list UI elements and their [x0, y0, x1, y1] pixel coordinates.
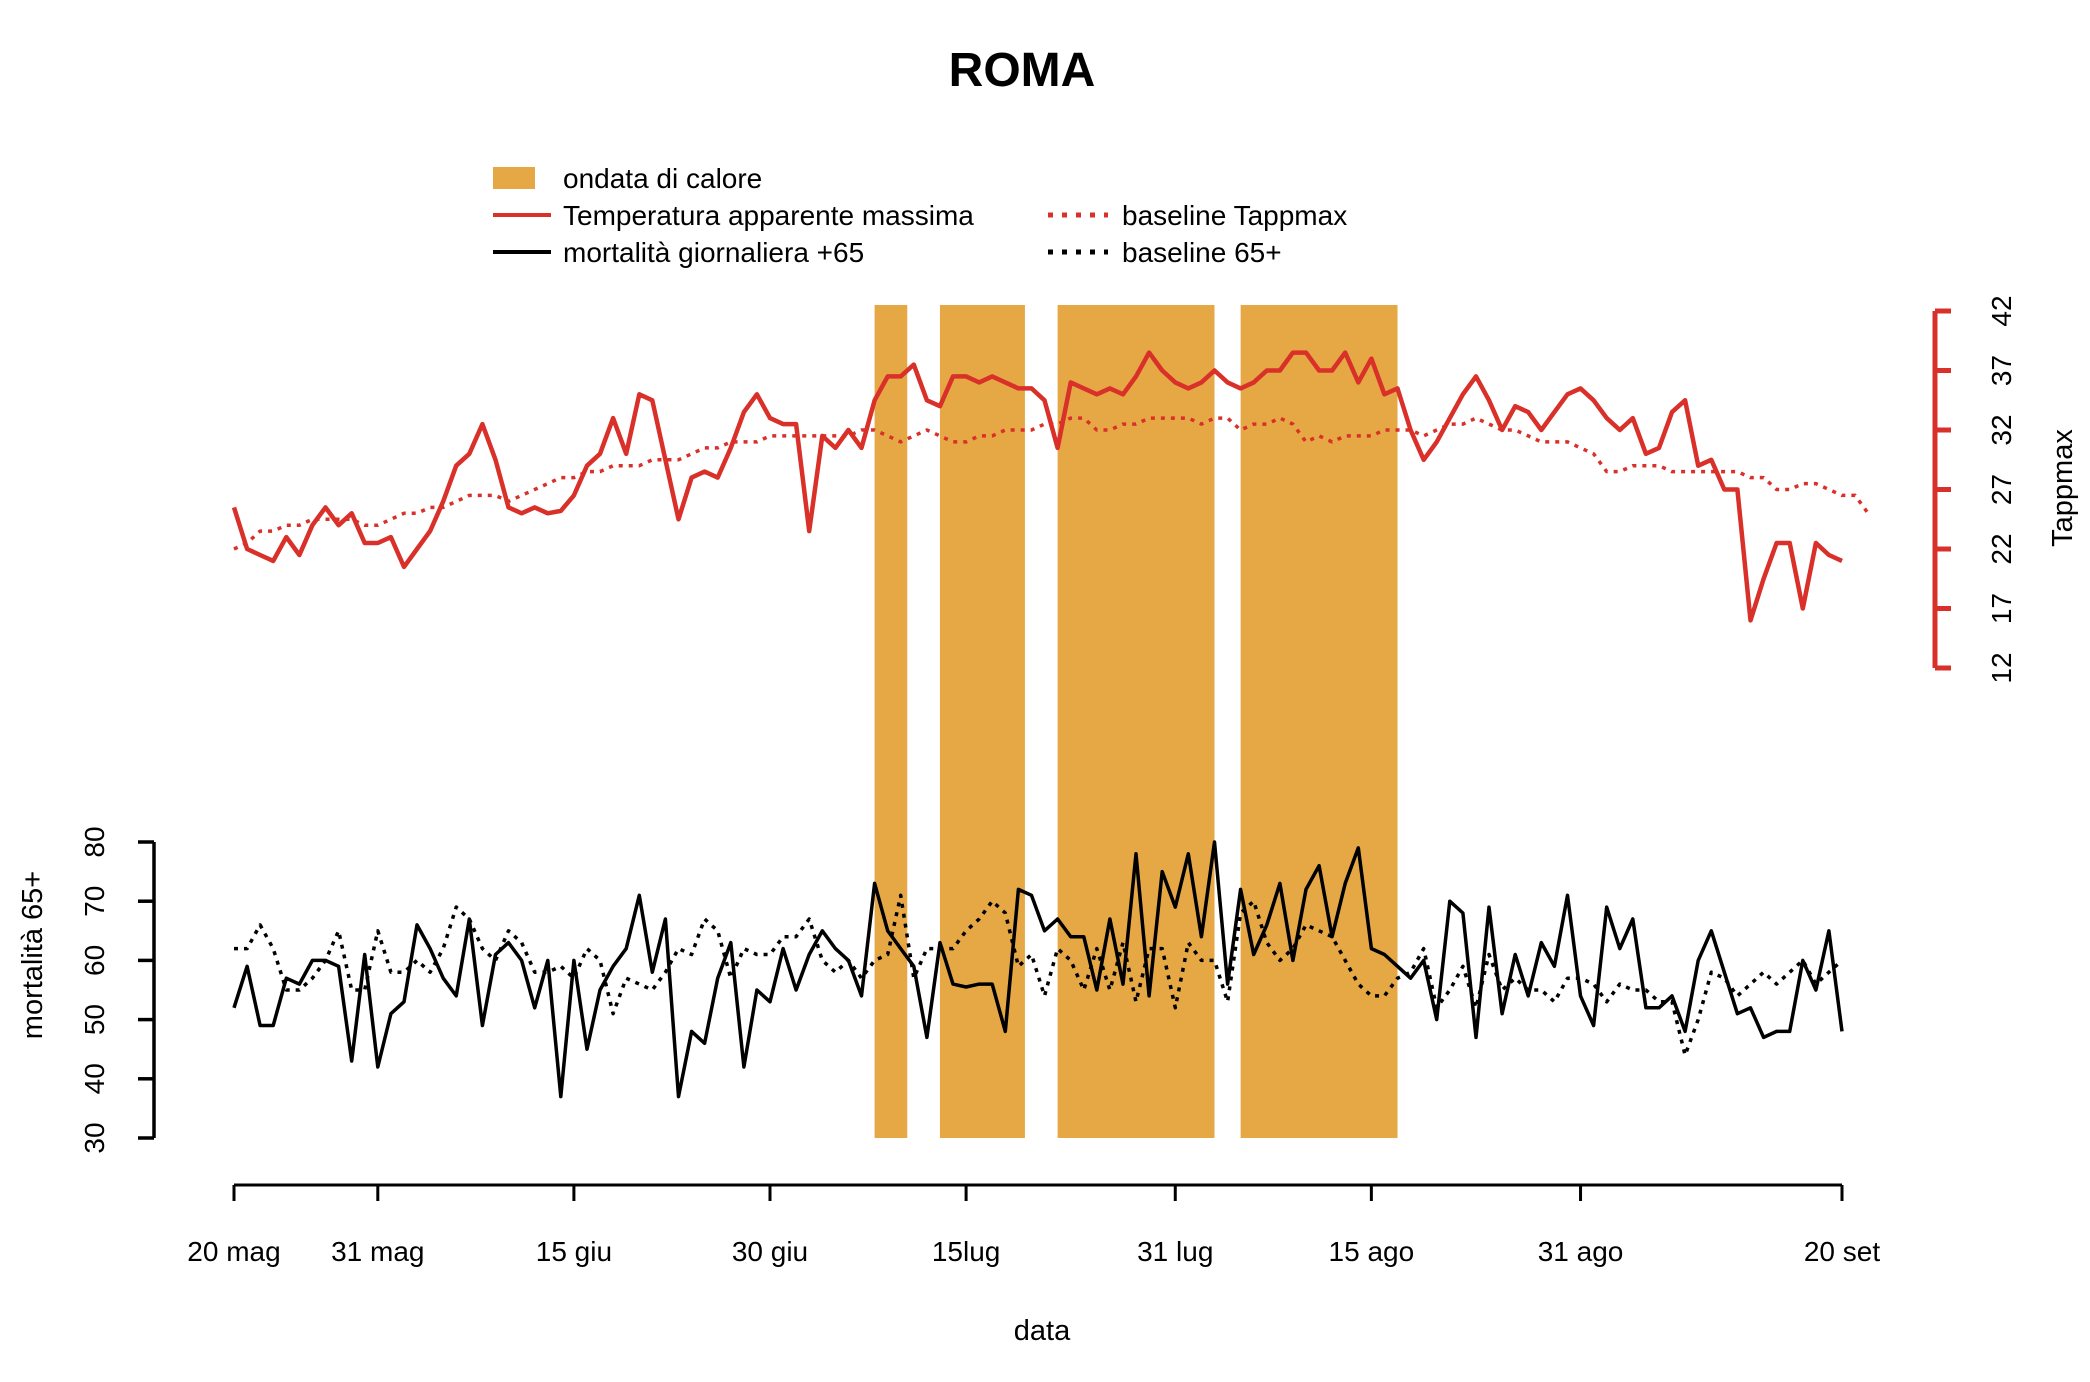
y-right-tick-label: 22: [1986, 533, 2017, 564]
x-tick-label: 20 set: [1804, 1236, 1880, 1267]
series-lines: [231, 350, 1870, 1099]
heatwave-band-4: [1240, 305, 1398, 1138]
legend-label-heatwave: ondata di calore: [563, 163, 762, 194]
x-tick-label: 15lug: [932, 1236, 1001, 1267]
y-right-tick-label: 37: [1986, 355, 2017, 386]
series-line-tappmax: [231, 350, 1843, 623]
legend-label-tappmax: Temperatura apparente massima: [563, 200, 974, 231]
y-left-tick-label: 70: [79, 886, 110, 917]
y-right-tick-label: 17: [1986, 593, 2017, 624]
heatwave-band-1: [874, 305, 908, 1138]
x-axis-title: data: [1014, 1315, 1071, 1347]
y-right-tick-label: 27: [1986, 474, 2017, 505]
legend: ondata di calore Temperatura apparente m…: [493, 163, 1347, 268]
y-left-tick-label: 60: [79, 945, 110, 976]
y-left-tick-label: 40: [79, 1063, 110, 1094]
y-left-tick-label: 50: [79, 1004, 110, 1035]
legend-swatch-heatwave: [493, 167, 535, 189]
x-tick-label: 30 giu: [732, 1236, 808, 1267]
x-tick-label: 15 ago: [1329, 1236, 1415, 1267]
x-tick-label: 31 ago: [1538, 1236, 1624, 1267]
axes: 20 mag 31 mag 15 giu 30 giu 15lug 31 lug 15 ag…: [79, 295, 2017, 1267]
legend-label-mortality-baseline: baseline 65+: [1122, 237, 1282, 268]
y-left-tick-label: 80: [79, 826, 110, 857]
series-line-tappmax-baseline: [233, 416, 1870, 551]
chart-title: ROMA: [949, 44, 1096, 97]
y-right-tick-label: 42: [1986, 295, 2017, 326]
x-tick-label: 15 giu: [536, 1236, 612, 1267]
heatwave-bands: [874, 305, 1398, 1138]
x-tick-label: 31 lug: [1137, 1236, 1213, 1267]
y-right-tick-label: 32: [1986, 414, 2017, 445]
heatwave-band-3: [1057, 305, 1215, 1138]
legend-label-tappmax-baseline: baseline Tappmax: [1122, 200, 1347, 231]
y-axis-title-left: mortalità 65+: [17, 871, 49, 1039]
y-right-tick-label: 12: [1986, 652, 2017, 683]
x-tick-label: 31 mag: [331, 1236, 424, 1267]
series-line-mortality: [232, 840, 1844, 1099]
y-axis-title-right: Tappmax: [2047, 429, 2079, 547]
y-left-tick-label: 30: [79, 1122, 110, 1153]
x-tick-label: 20 mag: [187, 1236, 280, 1267]
legend-label-mortality: mortalità giornaliera +65: [563, 237, 864, 268]
heatwave-band-2: [939, 305, 1025, 1138]
